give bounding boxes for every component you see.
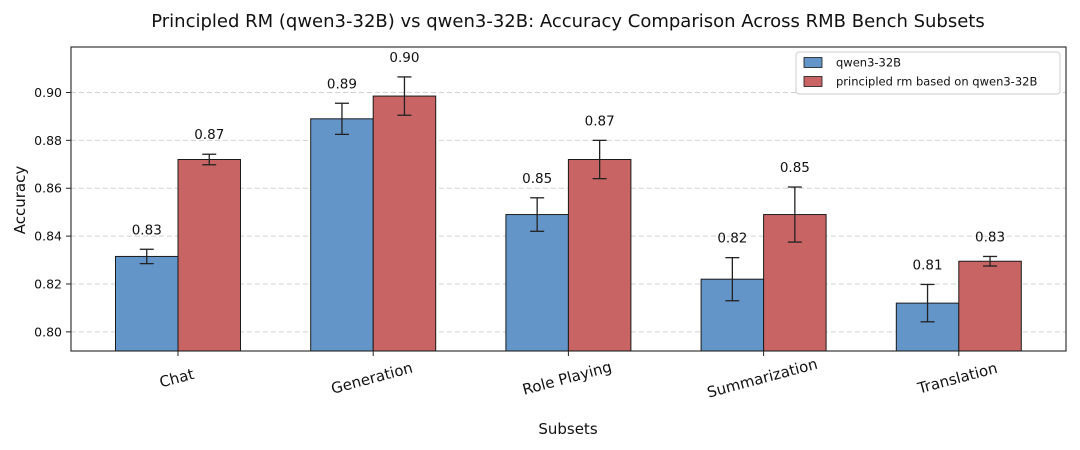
value-label-principled-rm-translation: 0.83 (975, 229, 1005, 245)
error-bar-principled-rm-summarization (787, 186, 802, 243)
legend-swatch-qwen3-32b (803, 57, 823, 68)
bar-qwen3-32b-chat (115, 255, 179, 352)
value-label-qwen3-32b-chat: 0.83 (132, 222, 162, 238)
error-bar-principled-rm-generation (397, 76, 412, 116)
error-bar-principled-rm-role-playing (592, 139, 607, 180)
y-tick-label: 0.88 (34, 133, 62, 148)
value-label-qwen3-32b-translation: 0.81 (913, 257, 943, 273)
error-bar-qwen3-32b-chat (139, 248, 154, 265)
plot-frame (70, 46, 1067, 352)
error-bar-qwen3-32b-role-playing (530, 197, 545, 232)
y-axis-label: Accuracy (11, 166, 29, 235)
bars (115, 95, 1022, 352)
error-bar-qwen3-32b-generation (334, 102, 349, 136)
error-bar-qwen3-32b-translation (920, 283, 935, 323)
x-axis-label: Subsets (538, 420, 597, 438)
bar-principled-rm-chat (177, 159, 241, 352)
legend-box (795, 51, 1061, 95)
value-label-principled-rm-generation: 0.90 (389, 50, 419, 66)
y-tick-label: 0.84 (34, 229, 62, 244)
y-tick-label: 0.80 (34, 324, 62, 339)
error-bar-principled-rm-chat (202, 153, 217, 166)
legend: qwen3-32B principled rm based on qwen3-3… (795, 51, 1061, 95)
legend-swatch-principled-rm (803, 76, 823, 87)
value-label-qwen3-32b-summarization: 0.82 (717, 231, 747, 247)
value-label-principled-rm-role-playing: 0.87 (585, 113, 615, 129)
bar-principled-rm-translation (958, 260, 1022, 352)
value-labels: 0.83 0.87 0.89 0.90 0.85 0.87 0.82 0.85 0.81 0.83 (132, 50, 1005, 274)
legend-label-principled-rm: principled rm based on qwen3-32B (836, 75, 1037, 89)
bar-principled-rm-role-playing (567, 159, 632, 352)
value-label-qwen3-32b-role-playing: 0.85 (522, 171, 552, 187)
error-bar-qwen3-32b-summarization (725, 256, 740, 302)
value-label-qwen3-32b-generation: 0.89 (327, 76, 357, 92)
y-tick-label: 0.90 (34, 85, 62, 100)
legend-label-qwen3-32b: qwen3-32B (836, 56, 901, 70)
error-bar-principled-rm-translation (983, 255, 998, 267)
bar-qwen3-32b-role-playing (505, 214, 569, 352)
value-label-principled-rm-summarization: 0.85 (780, 160, 810, 176)
bar-principled-rm-generation (372, 95, 437, 352)
error-bars (139, 76, 998, 323)
value-label-principled-rm-chat: 0.87 (194, 127, 224, 143)
y-tick-label: 0.82 (34, 276, 62, 291)
y-tick-label: 0.86 (34, 181, 62, 196)
chart-title: Principled RM (qwen3-32B) vs qwen3-32B: … (151, 11, 985, 32)
bar-qwen3-32b-generation (310, 118, 374, 352)
